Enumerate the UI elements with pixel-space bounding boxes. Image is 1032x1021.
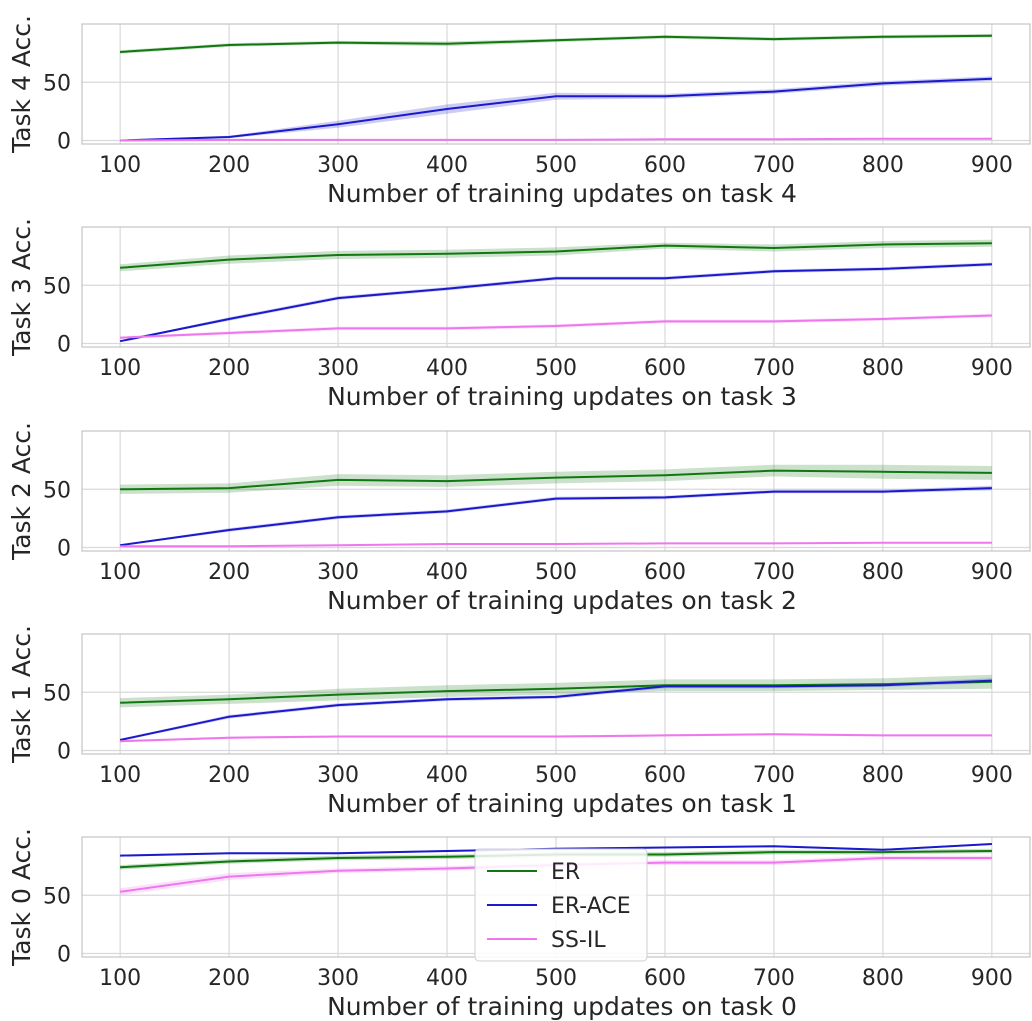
x-tick-label: 400 [426,966,468,991]
y-tick-label: 0 [57,537,71,562]
series-line-er-ace [120,77,992,142]
x-tick-label: 100 [99,356,141,381]
x-tick-label: 900 [971,153,1013,178]
y-axis-label: Task 0 Acc. [7,828,36,967]
x-tick-label: 700 [753,153,795,178]
series-band-er [120,848,992,870]
x-tick-label: 500 [535,560,577,585]
x-tick-label: 300 [317,763,359,788]
x-tick-label: 400 [426,153,468,178]
legend-box [474,848,648,962]
series-line-er-ace [119,679,992,741]
x-tick-label: 200 [208,560,250,585]
x-tick-label: 600 [644,763,686,788]
x-tick-label: 800 [862,356,904,381]
plot-frame [81,23,1031,145]
x-tick-label: 200 [208,763,250,788]
panel-task-1: 100 200 300 400 500 600 700 800 900 0 50 Number of … [7,625,1031,818]
x-tick-label: 400 [426,356,468,381]
x-tick-label: 600 [644,966,686,991]
x-tick-label: 900 [971,966,1013,991]
x-tick-label: 900 [971,356,1013,381]
x-axis-label: Number of training updates on task 1 [327,789,797,818]
x-tick-label: 300 [317,356,359,381]
x-tick-label: 800 [862,966,904,991]
panel-task-0: 100 200 300 400 500 600 700 800 900 0 50 Number of … [7,828,1031,1021]
panel-task-4: 100 200 300 400 500 600 700 800 900 0 50 Number of … [7,15,1031,208]
x-tick-label: 700 [753,763,795,788]
x-tick-label: 600 [644,356,686,381]
panel-task-3: 100 200 300 400 500 600 700 800 900 0 50 Number of … [7,218,1031,411]
y-tick-label: 50 [43,274,71,299]
x-tick-label: 700 [753,966,795,991]
x-tick-label: 600 [644,560,686,585]
y-axis-label: Task 3 Acc. [7,218,36,357]
x-tick-label: 500 [535,763,577,788]
x-tick-label: 300 [317,153,359,178]
x-tick-label: 100 [99,966,141,991]
x-tick-label: 300 [317,560,359,585]
x-tick-label: 900 [971,560,1013,585]
x-tick-label: 300 [317,966,359,991]
y-tick-label: 50 [43,884,71,909]
legend-label-er-ace: ER-ACE [551,894,631,919]
x-axis-label: Number of training updates on task 4 [327,179,797,208]
x-axis-label: Number of training updates on task 3 [327,382,797,411]
x-tick-label: 900 [971,763,1013,788]
x-tick-label: 800 [862,763,904,788]
series-line-ss-il [120,137,992,142]
x-tick-label: 700 [753,560,795,585]
y-axis-label: Task 4 Acc. [7,15,36,154]
x-tick-label: 400 [426,560,468,585]
x-tick-label: 800 [862,560,904,585]
series-band-er [120,464,992,494]
series-line-er-ace [119,487,992,547]
x-tick-label: 100 [99,153,141,178]
x-axis-label: Number of training updates on task 2 [327,586,797,615]
x-tick-label: 200 [208,153,250,178]
y-axis-label: Task 2 Acc. [7,422,36,561]
x-tick-label: 500 [535,966,577,991]
series-line-er-ace [119,263,992,343]
y-tick-label: 0 [57,943,71,968]
series-line-ss-il [120,314,992,339]
series-band-er [120,674,992,708]
x-tick-label: 100 [99,560,141,585]
x-tick-label: 600 [644,153,686,178]
y-tick-label: 50 [43,478,71,503]
y-axis-label: Task 1 Acc. [7,625,36,764]
series-band-ss-il [120,733,992,743]
series-line-er [120,680,992,704]
legend: ER ER-ACE SS-IL [474,848,648,962]
series-line-ss-il [120,733,992,743]
x-tick-label: 200 [208,356,250,381]
y-tick-label: 50 [43,681,71,706]
x-tick-label: 500 [535,356,577,381]
legend-label-er: ER [551,860,580,885]
y-tick-label: 0 [57,740,71,765]
legend-label-ss-il: SS-IL [551,928,606,953]
y-tick-label: 0 [57,333,71,358]
plot-frame [81,633,1031,755]
x-tick-label: 800 [862,153,904,178]
y-tick-label: 50 [43,71,71,96]
plot-frame [81,430,1031,552]
x-tick-label: 100 [99,763,141,788]
x-tick-label: 400 [426,763,468,788]
panel-task-2: 100 200 300 400 500 600 700 800 900 0 50 Number of … [7,422,1031,615]
y-tick-label: 0 [57,130,71,155]
x-tick-label: 500 [535,153,577,178]
x-axis-label: Number of training updates on task 0 [327,992,797,1021]
x-tick-label: 700 [753,356,795,381]
plot-frame [81,226,1031,348]
x-tick-label: 200 [208,966,250,991]
series-line-er [120,34,992,53]
series-line-er [120,242,992,269]
